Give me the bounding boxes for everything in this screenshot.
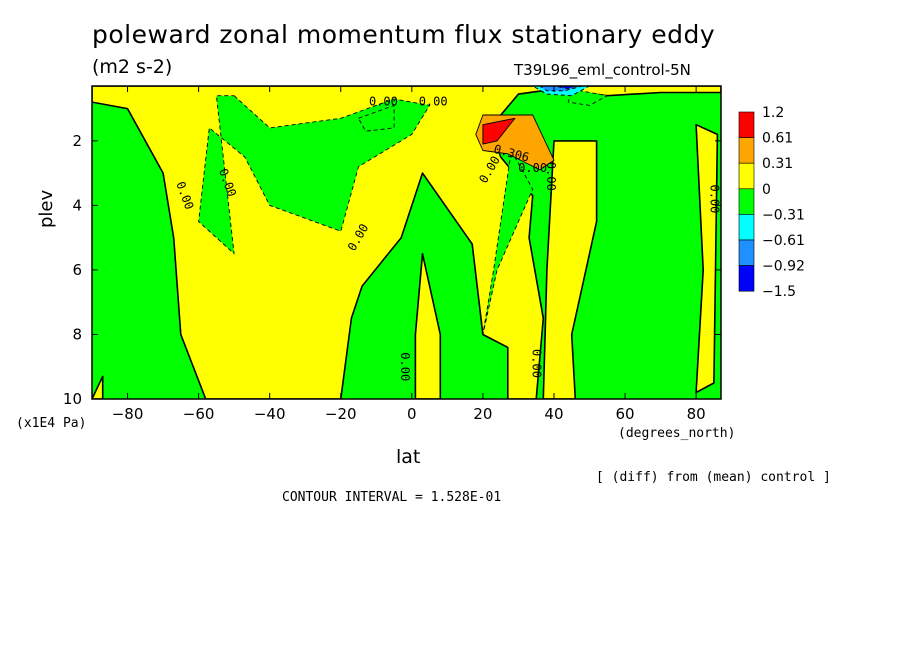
contour-interval: CONTOUR INTERVAL = 1.528E-01 bbox=[282, 490, 502, 505]
x-tick-label: 60 bbox=[616, 405, 635, 423]
y-axis-units: (x1E4 Pa) bbox=[16, 416, 87, 431]
run-name: T39L96_eml_control-5N bbox=[514, 61, 691, 79]
contour-label: 0.00 bbox=[518, 161, 547, 175]
x-tick-label: 80 bbox=[687, 405, 706, 423]
legend-label: 0 bbox=[762, 182, 771, 198]
x-tick-label: 20 bbox=[473, 405, 492, 423]
contour-region-3 bbox=[92, 375, 104, 399]
contour-region-1 bbox=[542, 140, 598, 399]
x-tick-label: −60 bbox=[183, 405, 215, 423]
chart-units: (m2 s-2) bbox=[92, 56, 173, 78]
legend-label: 0.31 bbox=[762, 156, 793, 172]
legend-swatch bbox=[738, 265, 755, 292]
plot-area: 0.000.00 0.000.000.00 0.000.000.000.3060.0… bbox=[92, 86, 721, 399]
x-tick-label: −20 bbox=[325, 405, 357, 423]
legend-swatch bbox=[738, 239, 755, 266]
contour-region-6 bbox=[358, 104, 395, 132]
legend-swatch bbox=[738, 188, 755, 215]
contour-region-8 bbox=[567, 88, 608, 106]
legend-label: −0.61 bbox=[762, 233, 805, 249]
legend-label: −1.5 bbox=[762, 284, 796, 300]
contour-region-5 bbox=[198, 95, 431, 255]
x-tick-label: 40 bbox=[544, 405, 563, 423]
y-tick-label: 10 bbox=[63, 390, 82, 408]
diff-note: [ (diff) from (mean) control ] bbox=[596, 470, 831, 485]
y-tick-label: 8 bbox=[72, 325, 82, 343]
chart-title: poleward zonal momentum flux stationary … bbox=[92, 20, 716, 49]
color-legend: 1.2 0.61 0.31 0 −0.31 −0.61 −0.92 −1.5 bbox=[738, 105, 805, 300]
legend-swatch bbox=[738, 214, 755, 241]
x-tick-label: 0 bbox=[407, 405, 417, 423]
contour-label: 0.00 bbox=[544, 162, 558, 191]
axes: −80 −60 −40 −20 0 20 40 60 80 2 4 6 8 10 bbox=[63, 85, 722, 423]
contour-region-4 bbox=[695, 123, 719, 394]
y-tick-label: 4 bbox=[72, 196, 82, 214]
legend-label: 1.2 bbox=[762, 105, 784, 121]
contour-region-10 bbox=[482, 117, 516, 145]
contour-label: 0.00 bbox=[530, 349, 544, 378]
contour-region-2 bbox=[414, 253, 442, 399]
contour-label: 0.00 bbox=[419, 95, 448, 109]
y-tick-label: 2 bbox=[72, 132, 82, 150]
legend-label: −0.92 bbox=[762, 259, 805, 275]
legend-swatch bbox=[738, 137, 755, 164]
x-tick-label: −40 bbox=[254, 405, 286, 423]
x-axis-units: (degrees_north) bbox=[618, 426, 736, 441]
legend-swatch bbox=[738, 162, 755, 190]
legend-label: 0.61 bbox=[762, 131, 793, 147]
plot-frame bbox=[91, 85, 722, 400]
x-tick-label: −80 bbox=[112, 405, 144, 423]
x-axis-label: lat bbox=[396, 446, 421, 468]
contour-label: 0.00 bbox=[398, 352, 412, 381]
legend-label: −0.31 bbox=[762, 207, 805, 223]
contour-label: 0.00 bbox=[707, 184, 721, 213]
y-tick-label: 6 bbox=[72, 261, 82, 279]
legend-swatch bbox=[738, 111, 755, 138]
contour-region-7 bbox=[482, 150, 534, 335]
contour-label: 0.00 bbox=[369, 95, 398, 109]
